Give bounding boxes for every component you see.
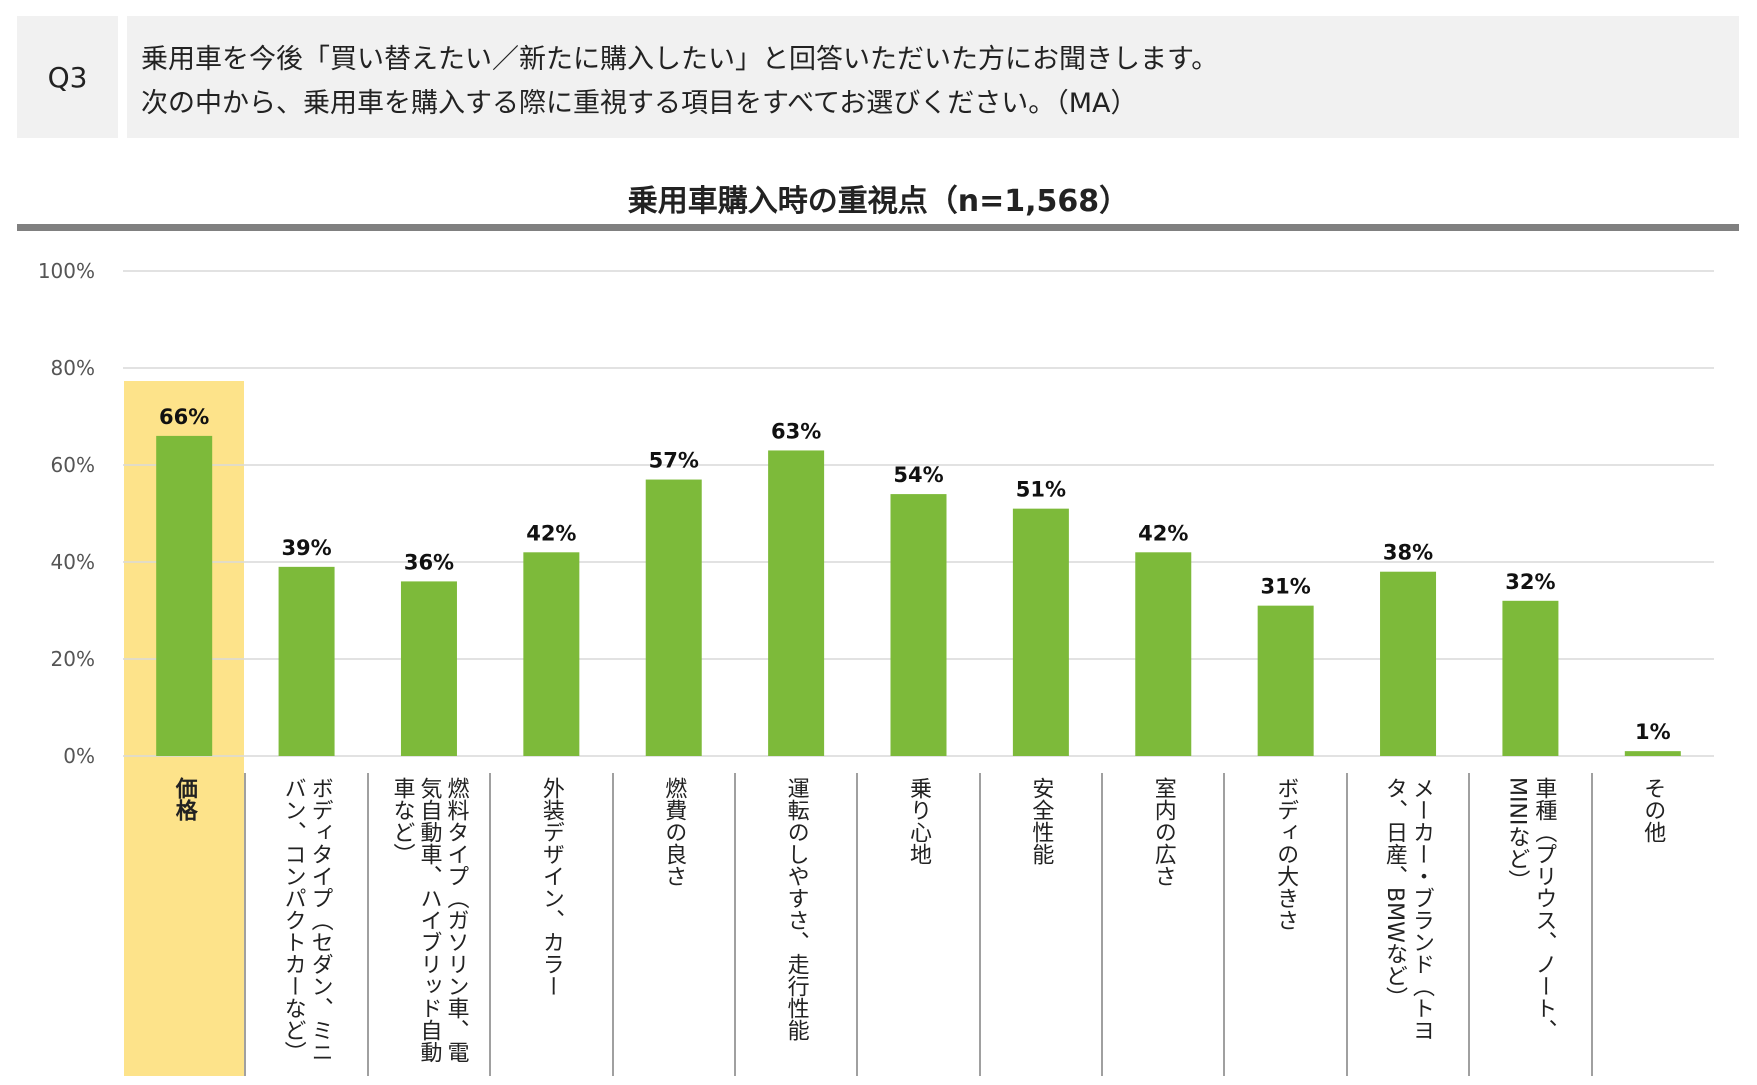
- category-separator: [489, 773, 492, 1076]
- value-label: 1%: [1635, 720, 1671, 744]
- value-label: 36%: [404, 550, 454, 574]
- category-separator: [611, 773, 614, 1076]
- category-label: その他: [1640, 777, 1666, 843]
- category-label: 安全性能: [1028, 777, 1054, 865]
- question-text: 乗用車を今後「買い替えたい／新たに購入したい」と回答いただいた方にお聞きします。…: [127, 16, 1739, 138]
- bar: [156, 435, 213, 756]
- value-label: 57%: [649, 449, 699, 473]
- question-line-2: 次の中から、乗用車を購入する際に重視する項目をすべてお選びください。（MA）: [141, 88, 1138, 119]
- category-separator: [1590, 773, 1593, 1076]
- y-tick-label: 80%: [51, 356, 95, 380]
- bar: [890, 494, 947, 756]
- category-separator: [1101, 773, 1104, 1076]
- y-tick-label: 40%: [51, 550, 95, 574]
- value-label: 31%: [1261, 575, 1311, 599]
- bar: [1380, 571, 1437, 756]
- category-separator: [366, 773, 369, 1076]
- category-label: 外装デザイン、カラー: [538, 777, 564, 997]
- value-label: 32%: [1505, 570, 1555, 594]
- bar: [768, 450, 825, 756]
- category-separator: [733, 773, 736, 1076]
- bar: [1135, 552, 1192, 756]
- value-label: 39%: [281, 536, 331, 560]
- category-label: 車種（プリウス、ノート、MINIなど）: [1504, 777, 1557, 1041]
- bar: [645, 479, 702, 756]
- category-label: 室内の広さ: [1150, 777, 1176, 887]
- y-tick-label: 0%: [63, 744, 95, 768]
- category-separator: [1468, 773, 1471, 1076]
- chart-title: 乗用車購入時の重視点（n=1,568）: [627, 184, 1130, 219]
- category-label: 燃料タイプ（ガソリン車、電気自動車、ハイブリッド自動車など）: [389, 777, 469, 1063]
- category-separator: [1223, 773, 1226, 1076]
- category-separator: [244, 773, 247, 1076]
- question-line-1: 乗用車を今後「買い替えたい／新たに購入したい」と回答いただいた方にお聞きします。: [141, 44, 1219, 75]
- value-label: 51%: [1016, 478, 1066, 502]
- category-label: 燃費の良さ: [661, 777, 687, 887]
- value-label: 63%: [771, 419, 821, 443]
- category-separator: [856, 773, 859, 1076]
- bar: [278, 566, 335, 756]
- y-tick-label: 100%: [38, 259, 95, 283]
- bar: [1624, 751, 1681, 756]
- category-separator: [1345, 773, 1348, 1076]
- bar: [400, 581, 457, 756]
- category-label: メーカー・ブランド（トヨタ、日産、BMWなど）: [1382, 777, 1435, 1041]
- bar: [523, 552, 580, 756]
- y-tick-label: 20%: [51, 647, 95, 671]
- y-tick-label: 60%: [51, 453, 95, 477]
- question-id: Q3: [17, 16, 118, 138]
- value-label: 38%: [1383, 541, 1433, 565]
- category-label: ボディタイプ（セダン、ミニバン、コンパクトカーなど）: [280, 777, 333, 1063]
- value-label: 66%: [159, 405, 209, 429]
- category-label: 運転のしやすさ、走行性能: [783, 777, 809, 1041]
- title-divider: [17, 224, 1739, 231]
- category-label: 価格: [171, 777, 197, 821]
- category-label: 乗り心地: [905, 777, 931, 865]
- bar: [1012, 508, 1069, 756]
- category-separator: [978, 773, 981, 1076]
- value-label: 42%: [1138, 521, 1188, 545]
- bar: [1257, 605, 1314, 756]
- category-label: ボディの大きさ: [1273, 777, 1299, 931]
- value-label: 42%: [526, 521, 576, 545]
- value-label: 54%: [893, 463, 943, 487]
- bar: [1502, 600, 1559, 756]
